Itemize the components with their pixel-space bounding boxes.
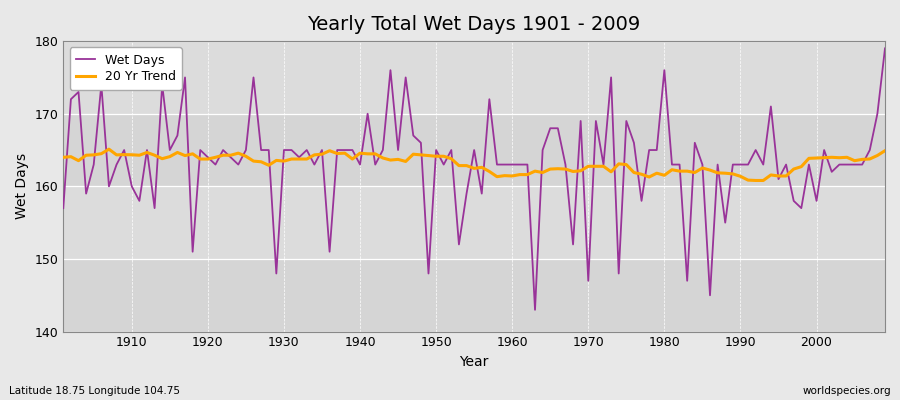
20 Yr Trend — [293, 157, 304, 162]
20 Yr Trend — [58, 155, 68, 160]
20 Yr Trend — [507, 174, 517, 178]
20 Yr Trend — [126, 152, 137, 157]
Wet Days — [507, 162, 517, 167]
Wet Days — [500, 162, 510, 167]
20 Yr Trend — [751, 178, 761, 183]
X-axis label: Year: Year — [460, 355, 489, 369]
Text: worldspecies.org: worldspecies.org — [803, 386, 891, 396]
Y-axis label: Wet Days: Wet Days — [15, 153, 29, 220]
Legend: Wet Days, 20 Yr Trend: Wet Days, 20 Yr Trend — [69, 47, 182, 90]
Wet Days — [119, 148, 130, 152]
Bar — [63, 114, 885, 186]
Wet Days — [58, 206, 68, 210]
Title: Yearly Total Wet Days 1901 - 2009: Yearly Total Wet Days 1901 - 2009 — [308, 15, 641, 34]
Wet Days — [879, 46, 890, 51]
20 Yr Trend — [606, 170, 616, 174]
20 Yr Trend — [104, 147, 114, 152]
Wet Days — [606, 75, 616, 80]
Text: Latitude 18.75 Longitude 104.75: Latitude 18.75 Longitude 104.75 — [9, 386, 180, 396]
Bar — [63, 259, 885, 332]
20 Yr Trend — [339, 151, 350, 156]
Wet Days — [529, 307, 540, 312]
Line: Wet Days: Wet Days — [63, 48, 885, 310]
Wet Days — [286, 148, 297, 152]
Line: 20 Yr Trend: 20 Yr Trend — [63, 149, 885, 180]
20 Yr Trend — [879, 148, 890, 153]
20 Yr Trend — [515, 172, 526, 177]
Wet Days — [332, 148, 343, 152]
